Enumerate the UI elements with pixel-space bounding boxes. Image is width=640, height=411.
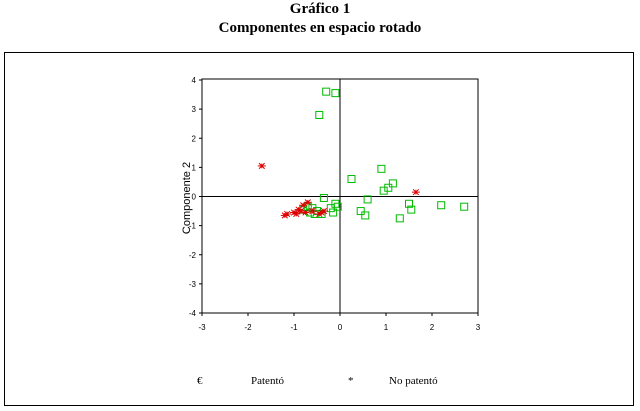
no-patento-point	[257, 162, 266, 170]
data-points	[257, 87, 469, 223]
y-tick-label: -3	[189, 280, 197, 289]
no-patento-point	[292, 210, 301, 218]
patento-point	[407, 205, 416, 214]
y-tick-label: -4	[189, 309, 197, 318]
x-tick-label: -2	[244, 323, 252, 332]
no-patento-point	[315, 210, 324, 218]
x-axis: -3 -2 -1 0 1 2 3	[198, 313, 481, 332]
patento-point	[315, 110, 324, 119]
no-patento-point	[283, 210, 292, 218]
y-tick-label: 3	[192, 105, 197, 114]
patento-point	[384, 183, 393, 192]
no-patento-point	[319, 207, 328, 215]
patento-point	[405, 199, 413, 208]
patento-point	[347, 175, 356, 184]
y-tick-label: 1	[192, 163, 197, 172]
legend-symbol-patento: €	[197, 375, 203, 387]
patento-point	[460, 202, 469, 211]
patento-point	[319, 193, 328, 202]
patento-point	[326, 204, 335, 213]
y-tick-label: 2	[192, 134, 197, 143]
y-tick-label: -1	[189, 222, 197, 231]
patento-point	[329, 208, 338, 217]
no-patento-point	[308, 207, 317, 215]
patento-point	[363, 195, 372, 204]
legend-label-patento: Patentó	[251, 375, 284, 387]
patento-point	[395, 214, 404, 223]
chart-subtitle: Componentes en espacio rotado	[218, 20, 422, 36]
x-tick-label: 2	[430, 323, 435, 332]
legend-label-no-patento: No patentó	[389, 375, 438, 387]
no-patento-point	[303, 199, 312, 206]
legend-symbol-no-patento: *	[348, 375, 354, 387]
y-tick-label: 4	[192, 76, 197, 85]
x-tick-label: 3	[476, 323, 481, 332]
x-tick-label: 0	[338, 323, 343, 332]
y-axis: 4 3 2 1 0 -1 -2 -3 -4	[189, 76, 202, 318]
patento-point	[356, 207, 365, 216]
patento-point	[379, 186, 388, 195]
y-tick-label: -2	[189, 251, 197, 260]
patento-point	[322, 87, 331, 96]
legend: € Patentó * No patentó	[197, 375, 438, 387]
patento-point	[377, 164, 386, 173]
chart-title: Gráfico 1	[289, 1, 351, 17]
patento-point	[331, 199, 340, 208]
no-patento-point	[301, 209, 310, 216]
x-tick-label: 1	[384, 323, 389, 332]
y-axis-label: Componente 2	[181, 162, 193, 234]
patento-point	[437, 201, 446, 210]
y-tick-label: 0	[192, 193, 197, 202]
patento-point	[331, 89, 340, 98]
x-tick-label: -3	[198, 323, 206, 332]
patento-point	[388, 179, 397, 188]
chart-frame	[4, 52, 634, 406]
no-patento-point	[411, 188, 420, 196]
patento-point	[361, 211, 370, 220]
x-tick-label: -1	[290, 323, 298, 332]
